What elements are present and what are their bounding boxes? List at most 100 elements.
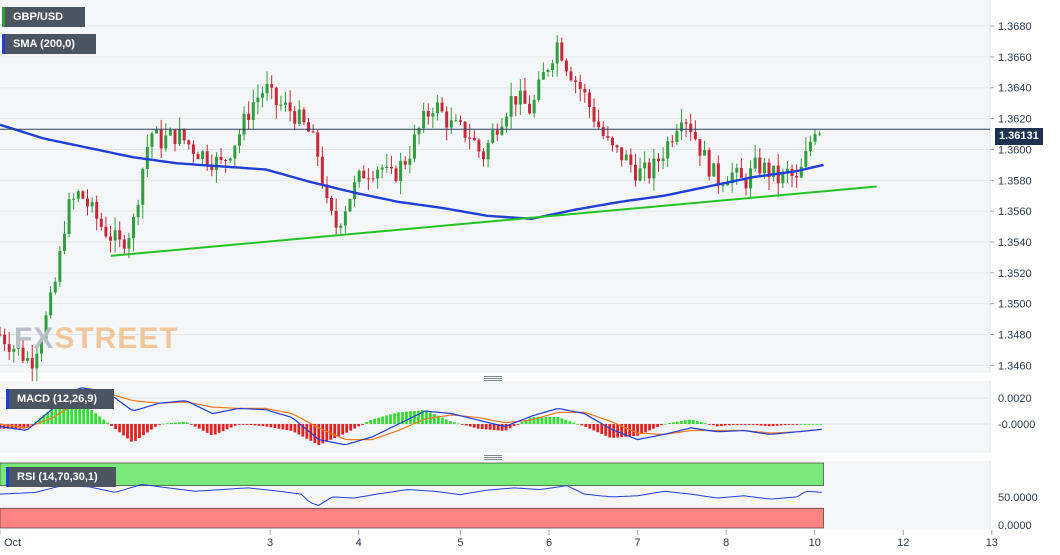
candle-body xyxy=(380,167,384,170)
price-tick-label: 1.3640 xyxy=(998,83,1032,95)
macd-histogram-bar xyxy=(767,424,771,427)
macd-histogram-bar xyxy=(126,424,129,439)
candle-body xyxy=(463,121,467,138)
price-panel-background xyxy=(0,0,990,373)
symbol-badge[interactable]: GBP/USD xyxy=(2,7,85,27)
macd-histogram-bar xyxy=(269,424,273,428)
macd-histogram-bar xyxy=(460,424,464,425)
macd-histogram-bar xyxy=(165,423,169,425)
candle-body xyxy=(39,338,43,354)
macd-histogram-bar xyxy=(185,422,189,424)
macd-histogram-bar xyxy=(345,424,349,433)
candle-body xyxy=(477,140,481,152)
candle-body xyxy=(449,120,453,128)
price-tick-label: 1.3480 xyxy=(998,330,1032,342)
macd-histogram-bar xyxy=(142,424,145,436)
candle-body xyxy=(551,63,555,71)
sma-indicator-badge[interactable]: SMA (200,0) xyxy=(2,34,96,54)
candle-body xyxy=(716,163,720,186)
macd-histogram-bar xyxy=(584,424,588,427)
macd-histogram-bar xyxy=(807,424,811,425)
candle-body xyxy=(339,225,343,228)
macd-histogram-bar xyxy=(636,424,639,436)
candle-body xyxy=(214,156,218,170)
candle-body xyxy=(615,145,619,148)
macd-histogram-bar xyxy=(652,424,655,429)
macd-histogram-bar xyxy=(205,424,209,433)
macd-panel-resize-handle[interactable] xyxy=(484,376,502,382)
macd-histogram-bar xyxy=(452,422,456,424)
rsi-indicator-badge[interactable]: RSI (14,70,30,1) xyxy=(6,467,116,487)
macd-histogram-bar xyxy=(177,422,181,424)
macd-signal-line xyxy=(0,392,822,441)
macd-histogram-bar xyxy=(377,417,380,424)
candle-body xyxy=(574,80,578,82)
macd-histogram-bar xyxy=(245,424,249,425)
candle-body xyxy=(127,238,131,249)
macd-histogram-bar xyxy=(488,424,492,430)
candle-body xyxy=(399,161,403,181)
candle-body xyxy=(53,281,57,293)
candle-body xyxy=(620,147,624,161)
candle-body xyxy=(472,137,476,141)
macd-histogram-bar xyxy=(743,424,747,425)
rsi-oversold-zone xyxy=(0,507,824,529)
candle-body xyxy=(288,102,292,112)
macd-histogram-bar xyxy=(759,424,763,426)
candle-body xyxy=(270,84,274,88)
candle-body xyxy=(85,198,89,207)
macd-histogram-bar xyxy=(118,424,121,433)
candle-body xyxy=(454,120,458,122)
candle-body xyxy=(233,145,237,159)
macd-line xyxy=(0,387,822,446)
macd-histogram-bar xyxy=(528,417,532,424)
macd-histogram-bar xyxy=(209,424,213,435)
macd-histogram-bar xyxy=(102,419,106,424)
macd-histogram-bar xyxy=(576,424,580,425)
candle-body xyxy=(670,141,674,143)
macd-histogram-bar xyxy=(556,416,560,424)
macd-histogram-bar xyxy=(432,414,436,424)
macd-histogram-bar xyxy=(157,424,161,425)
macd-histogram-bar xyxy=(189,424,193,425)
candle-body xyxy=(247,113,251,121)
price-tick-label: 1.3680 xyxy=(998,21,1032,33)
time-tick-label: 4 xyxy=(356,537,362,549)
candle-body xyxy=(514,96,518,105)
macd-histogram-bar xyxy=(98,416,102,424)
candle-body xyxy=(371,178,375,180)
candle-body xyxy=(707,150,711,177)
macd-histogram-bar xyxy=(668,423,671,424)
candle-body xyxy=(376,169,380,179)
macd-histogram-bar xyxy=(229,424,233,428)
macd-indicator-badge[interactable]: MACD (12,26,9) xyxy=(6,389,114,409)
candle-body xyxy=(141,168,145,205)
candle-body xyxy=(228,158,232,161)
candle-body xyxy=(251,102,255,121)
candle-body xyxy=(182,129,186,141)
macd-histogram-bar xyxy=(592,424,596,431)
candle-body xyxy=(799,166,803,178)
macd-histogram-bar xyxy=(385,415,388,424)
macd-histogram-bar xyxy=(417,410,420,424)
candle-body xyxy=(500,126,504,135)
macd-histogram-bar xyxy=(134,424,137,441)
candle-body xyxy=(486,142,490,160)
candle-body xyxy=(426,111,430,117)
candle-body xyxy=(49,292,53,316)
macd-histogram-bar xyxy=(476,424,480,429)
macd-histogram-bar xyxy=(775,424,779,426)
candle-body xyxy=(205,151,209,166)
macd-histogram-bar xyxy=(265,424,269,427)
candle-body xyxy=(81,191,85,199)
candle-body xyxy=(385,166,389,168)
macd-histogram-bar xyxy=(448,421,452,424)
candle-body xyxy=(307,122,311,132)
macd-axis-ticks: 0.0020 -0.0000 xyxy=(998,393,1035,431)
macd-histogram-bar xyxy=(504,424,508,431)
rsi-panel-resize-handle[interactable] xyxy=(484,455,502,461)
price-tick-label: 1.3560 xyxy=(998,206,1032,218)
candle-body xyxy=(772,165,776,178)
macd-histogram-bar xyxy=(456,423,460,425)
